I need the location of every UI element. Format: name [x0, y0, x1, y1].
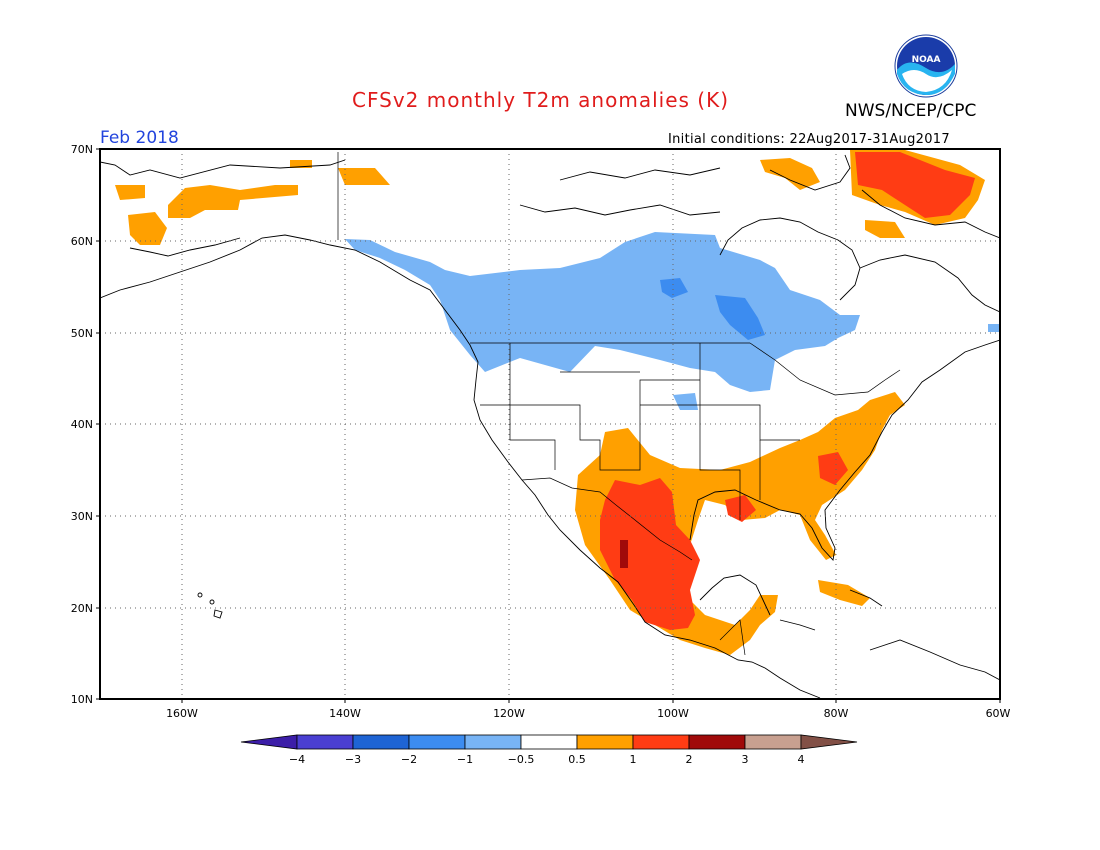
lon-label-140w: 140W	[329, 707, 361, 720]
colorbar-tick-label: −3	[345, 753, 361, 766]
colorbar-arrow-high	[800, 734, 858, 750]
chart-title: CFSv2 monthly T2m anomalies (K)	[352, 88, 729, 112]
colorbar-tick-label: −2	[401, 753, 417, 766]
gridlines	[100, 149, 1000, 699]
colorbar-box	[744, 734, 802, 750]
labrador-warm-core	[855, 152, 975, 218]
colorbar-box	[464, 734, 522, 750]
colorbar-labels: −4 −3 −2 −1 −0.5 0.5 1 2 3 4	[289, 753, 805, 766]
alaska-warm-patch-3	[115, 185, 145, 200]
gulf-warm-patch	[725, 495, 756, 522]
alaska-warm-region	[168, 185, 298, 218]
lat-label-50n: 50N	[71, 327, 93, 340]
agency-label: NWS/NCEP/CPC	[845, 101, 977, 121]
initial-conditions-label: Initial conditions: 22Aug2017-31Aug2017	[668, 132, 950, 147]
lon-label-80w: 80W	[824, 707, 849, 720]
colorbar-box	[576, 734, 634, 750]
lat-label-30n: 30N	[71, 510, 93, 523]
lat-label-70n: 70N	[71, 143, 93, 156]
political-boundaries	[337, 152, 901, 656]
quebec-warm-patch	[865, 220, 905, 238]
colorbar-box	[520, 734, 578, 750]
colorbar-box	[296, 734, 354, 750]
colorbar-tick-label: −1	[457, 753, 473, 766]
canada-cold-core-2	[660, 278, 688, 298]
valid-month-label: Feb 2018	[100, 128, 179, 148]
caribbean-warm-patch	[818, 580, 870, 606]
alaska-warm-patch-2	[128, 212, 167, 245]
mexico-warm-core	[620, 540, 628, 568]
hudson-warm-patch	[760, 158, 820, 190]
lat-label-40n: 40N	[71, 418, 93, 431]
great-lakes-cold-patch	[673, 393, 698, 410]
canada-cold-core	[715, 295, 765, 340]
lat-label-10n: 10N	[71, 693, 93, 706]
lon-label-60w: 60W	[986, 707, 1011, 720]
colorbar-arrow-low	[240, 734, 298, 750]
lon-label-120w: 120W	[493, 707, 525, 720]
colorbar-box	[352, 734, 410, 750]
colorbar-tick-label: 3	[742, 753, 749, 766]
colorbar-box	[408, 734, 466, 750]
east-canada-cold-patch	[988, 324, 1000, 332]
coastlines	[100, 154, 1000, 699]
colorbar	[240, 734, 858, 750]
colorbar-box	[632, 734, 690, 750]
colorbar-tick-label: 0.5	[568, 753, 586, 766]
colorbar-tick-label: −4	[289, 753, 305, 766]
colorbar-box	[688, 734, 746, 750]
colorbar-tick-label: 1	[630, 753, 637, 766]
lon-label-100w: 100W	[657, 707, 689, 720]
colorbar-tick-label: 2	[686, 753, 693, 766]
colorbar-tick-label: 4	[798, 753, 805, 766]
logo-text: NOAA	[912, 55, 941, 65]
yukon-warm-patch	[338, 168, 390, 185]
lat-label-20n: 20N	[71, 602, 93, 615]
lon-label-160w: 160W	[166, 707, 198, 720]
carolina-warm-patch	[818, 452, 848, 485]
colorbar-tick-label: −0.5	[508, 753, 535, 766]
noaa-logo: NOAA	[894, 34, 958, 98]
lat-label-60n: 60N	[71, 235, 93, 248]
